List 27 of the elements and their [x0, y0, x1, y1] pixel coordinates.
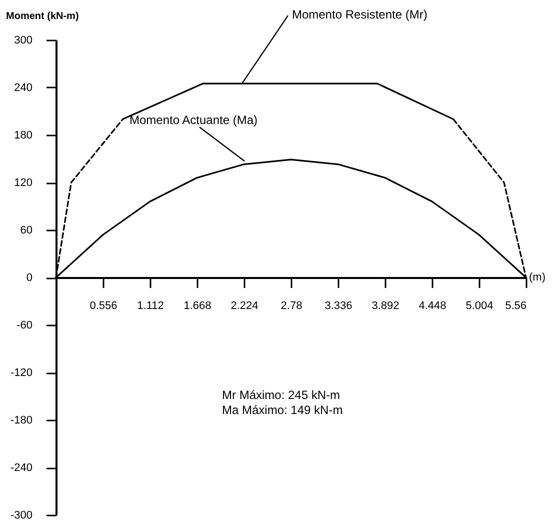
y-tick-label: 300: [14, 34, 32, 46]
y-tick-label: 180: [14, 130, 32, 142]
x-tick-label: 5.56: [505, 300, 526, 312]
y-tick-label: -300: [10, 510, 32, 522]
y-tick-label: -180: [10, 414, 32, 426]
x-tick-label: 0.556: [90, 300, 118, 312]
x-tick-label: 1.668: [184, 300, 212, 312]
y-tick-label: -60: [16, 320, 32, 332]
annotation: Momento Resistente (Mr): [292, 8, 428, 22]
x-axis-title: (m): [529, 272, 546, 284]
y-tick-label: -240: [10, 462, 32, 474]
y-tick-label: 0: [26, 272, 32, 284]
x-tick-label: 4.448: [418, 300, 446, 312]
x-tick-label: 2.78: [280, 300, 302, 312]
y-tick-label: -120: [10, 367, 32, 379]
y-axis-title: Moment (kN-m): [6, 11, 79, 22]
x-tick-label: 5.004: [466, 300, 494, 312]
y-tick-label: 240: [14, 82, 32, 94]
x-tick-label: 2.224: [230, 300, 258, 312]
y-tick-label: 60: [20, 224, 32, 236]
annotation: Momento Actuante (Ma): [129, 113, 258, 128]
x-tick-label: 3.892: [372, 300, 400, 312]
x-tick-label: 1.112: [137, 300, 164, 312]
annotation: Mr Máximo: 245 kN-m: [222, 388, 340, 402]
y-tick-label: 120: [14, 177, 32, 189]
x-tick-label: 3.336: [324, 300, 352, 312]
annotation: Ma Máximo: 149 kN-m: [222, 403, 343, 417]
